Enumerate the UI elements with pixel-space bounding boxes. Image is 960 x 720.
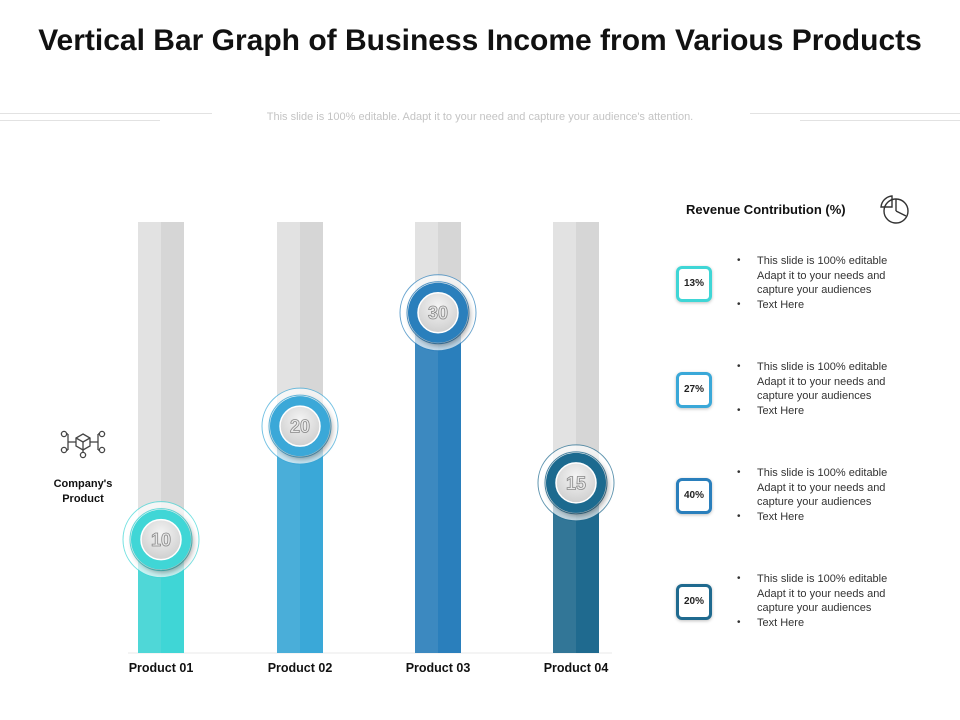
subtitle-rule-left-top <box>0 113 212 114</box>
data-label: 15 <box>566 473 586 493</box>
bullet-text-line: Text Here <box>757 298 805 311</box>
bullet-list: This slide is 100% editable Adapt it to y… <box>736 360 946 418</box>
subtitle-rule-right-top <box>750 113 960 114</box>
bullet-text-line: This slide is 100% editable <box>757 361 888 373</box>
bullet-list: This slide is 100% editable Adapt it to y… <box>736 254 946 312</box>
bullet-item: This slide is 100% editable Adapt it to y… <box>736 572 946 616</box>
bullet-item: This slide is 100% editable Adapt it to y… <box>736 360 946 404</box>
bar-shade <box>576 482 599 653</box>
revenue-item: 27% This slide is 100% editable Adapt it t… <box>676 360 946 444</box>
marker-inner <box>417 291 459 334</box>
bullet-item: Text Here <box>736 510 946 525</box>
revenue-item: 13% This slide is 100% editable Adapt it t… <box>676 254 946 338</box>
bullet-text-line: This slide is 100% editable <box>757 467 888 479</box>
bullet-text-line: Adapt it to your needs and <box>757 481 886 494</box>
percentage-badge: 40% <box>676 478 712 514</box>
bullet-text-line: capture your audiences <box>757 602 872 615</box>
marker-inner <box>140 518 182 561</box>
bullet-item: Text Here <box>736 298 946 313</box>
bullet-item: This slide is 100% editable Adapt it to y… <box>736 254 946 298</box>
bullet-list: This slide is 100% editable Adapt it to y… <box>736 466 946 524</box>
network-cubes-icon <box>58 428 108 460</box>
bullet-text-line: capture your audiences <box>757 390 872 403</box>
marker-inner <box>555 462 597 504</box>
percentage-badge: 13% <box>676 266 712 302</box>
side-label: Company's Product <box>53 478 113 505</box>
bar-shade <box>300 426 323 653</box>
revenue-item: 20% This slide is 100% editable Adapt it t… <box>676 572 946 656</box>
bullet-text-line: capture your audiences <box>757 496 872 509</box>
category-label: Product 01 <box>129 661 194 675</box>
bullet-text-line: Adapt it to your needs and <box>757 269 886 282</box>
bullet-text-line: Text Here <box>757 616 805 629</box>
bullet-text-line: Text Here <box>757 404 805 417</box>
bullet-text-line: Adapt it to your needs and <box>757 587 886 600</box>
data-label: 10 <box>151 530 171 550</box>
data-label: 30 <box>428 303 448 323</box>
subtitle-rule-right <box>800 120 960 121</box>
bullet-text-line: This slide is 100% editable <box>757 573 888 585</box>
percentage-badge: 20% <box>676 584 712 620</box>
subtitle: This slide is 100% editable. Adapt it to… <box>266 111 694 123</box>
bullet-item: Text Here <box>736 404 946 419</box>
revenue-contribution-title: Revenue Contribution (%) <box>686 202 846 217</box>
category-label: Product 03 <box>406 661 471 675</box>
bullet-text-line: Text Here <box>757 510 805 523</box>
percentage-badge: 27% <box>676 372 712 408</box>
bullet-text-line: Adapt it to your needs and <box>757 375 886 388</box>
bar-shade <box>438 312 461 653</box>
category-label: Product 02 <box>268 661 333 675</box>
category-label: Product 04 <box>544 661 609 675</box>
bullet-text-line: capture your audiences <box>757 284 872 297</box>
revenue-item: 40% This slide is 100% editable Adapt it t… <box>676 466 946 550</box>
pie-chart-icon <box>879 194 911 226</box>
bullet-item: This slide is 100% editable Adapt it to y… <box>736 466 946 510</box>
bullet-item: Text Here <box>736 616 946 631</box>
data-label: 20 <box>290 417 310 437</box>
page-title: Vertical Bar Graph of Business Income fr… <box>38 24 922 57</box>
marker-inner <box>279 405 321 447</box>
subtitle-rule-left <box>0 120 160 121</box>
bullet-list: This slide is 100% editable Adapt it to y… <box>736 572 946 630</box>
bullet-text-line: This slide is 100% editable <box>757 255 888 267</box>
